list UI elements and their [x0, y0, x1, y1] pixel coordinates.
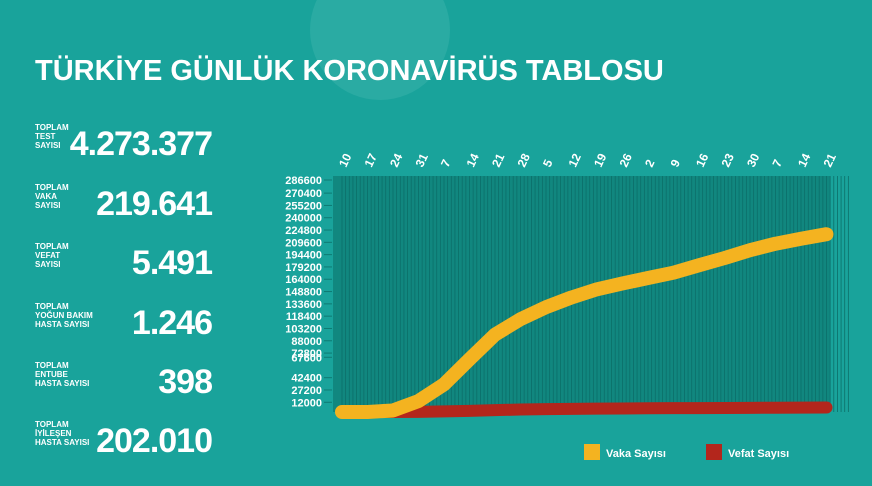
stat-label: TOPLAM: [35, 183, 69, 192]
x-tick-label: 16: [693, 151, 711, 169]
stat-value: 202.010: [96, 422, 212, 460]
y-tick-label: 209600: [285, 237, 322, 249]
x-tick-label: 12: [566, 151, 584, 169]
x-tick-label: 5: [540, 157, 556, 169]
chart-title: TÜRKİYE GÜNLÜK KORONAVİRÜS TABLOSU: [35, 54, 664, 87]
y-tick-label: 133600: [285, 299, 322, 311]
stat-value: 4.273.377: [70, 125, 212, 163]
y-tick-label: 67600: [291, 352, 322, 364]
x-tick-label: 7: [438, 157, 454, 169]
x-tick-label: 14: [795, 151, 813, 169]
x-tick-label: 28: [515, 151, 533, 169]
stat-label: TOPLAM: [35, 302, 69, 311]
x-tick-label: 2: [642, 157, 658, 169]
stat-label: TOPLAM: [35, 242, 69, 251]
stat-label: TOPLAM: [35, 361, 69, 370]
x-tick-label: 24: [387, 151, 405, 169]
x-tick-label: 23: [719, 151, 737, 169]
y-tick-label: 118400: [286, 311, 322, 323]
x-tick-label: 14: [464, 151, 482, 169]
stat-value: 5.491: [132, 244, 212, 282]
stat-label: TOPLAM: [35, 420, 69, 429]
x-tick-label: 21: [821, 151, 839, 169]
series-line: [335, 227, 834, 419]
stat-label: TOPLAM: [35, 123, 69, 132]
x-tick-label: 9: [668, 157, 684, 169]
legend-label: Vefat Sayısı: [728, 448, 789, 460]
stat-label: SAYISI: [35, 141, 61, 150]
y-tick-label: 179200: [285, 262, 322, 274]
stat-label: HASTA SAYISI: [35, 320, 89, 329]
x-tick-label: 7: [770, 157, 786, 169]
y-tick-label: 12000: [291, 397, 322, 409]
x-tick-label: 17: [362, 151, 380, 169]
stat-label: SAYISI: [35, 260, 61, 269]
y-tick-label: 148800: [285, 287, 322, 299]
y-tick-label: 240000: [285, 213, 322, 225]
stat-label: HASTA SAYISI: [35, 438, 89, 447]
y-tick-label: 103200: [285, 323, 322, 335]
stat-label: SAYISI: [35, 201, 61, 210]
stat-label: TEST: [35, 132, 56, 141]
stat-label: HASTA SAYISI: [35, 379, 89, 388]
x-tick-label: 21: [489, 151, 507, 169]
x-tick-label: 10: [336, 151, 354, 169]
y-tick-label: 42400: [291, 373, 322, 385]
legend-swatch: [706, 444, 722, 460]
stat-label: İYİLEŞEN: [35, 429, 72, 438]
x-tick-label: 26: [617, 151, 635, 169]
stat-label: VAKA: [35, 192, 57, 201]
y-tick-label: 224800: [285, 225, 322, 237]
y-tick-label: 255200: [285, 200, 322, 212]
y-tick-label: 286600: [285, 175, 322, 187]
y-tick-label: 88000: [291, 336, 322, 348]
series-line: [336, 401, 833, 418]
y-tick-label: 72800: [291, 348, 322, 360]
y-tick-label: 270400: [285, 188, 322, 200]
virus-decoration: [310, 0, 450, 100]
stat-value: 219.641: [96, 185, 212, 223]
stat-value: 1.246: [132, 304, 212, 342]
stat-label: VEFAT: [35, 251, 60, 260]
stat-label: ENTUBE: [35, 370, 69, 379]
y-tick-label: 194400: [285, 250, 322, 262]
y-tick-label: 27200: [291, 385, 322, 397]
stat-label: YOĞUN BAKIM: [35, 311, 93, 320]
x-tick-label: 19: [591, 151, 609, 169]
stat-value: 398: [158, 363, 212, 401]
legend-swatch: [584, 444, 600, 460]
x-tick-label: 30: [744, 151, 762, 169]
y-tick-label: 164000: [285, 274, 322, 286]
x-tick-label: 31: [413, 151, 431, 169]
legend-label: Vaka Sayısı: [606, 448, 666, 460]
